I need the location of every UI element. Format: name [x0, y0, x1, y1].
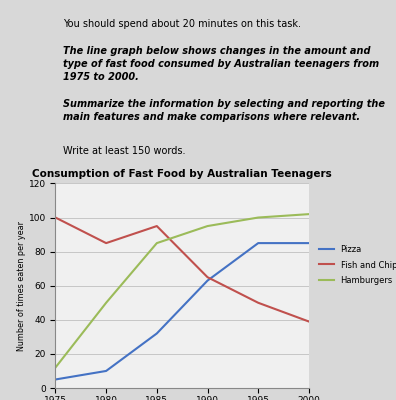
Text: You should spend about 20 minutes on this task.: You should spend about 20 minutes on thi…	[63, 19, 301, 29]
Text: Summarize the information by selecting and reporting the
main features and make : Summarize the information by selecting a…	[63, 99, 385, 122]
Y-axis label: Number of times eaten per year: Number of times eaten per year	[17, 221, 26, 351]
Text: Write at least 150 words.: Write at least 150 words.	[63, 146, 186, 156]
Text: The line graph below shows changes in the amount and
type of fast food consumed : The line graph below shows changes in th…	[63, 46, 379, 82]
Legend: Pizza, Fish and Chips, Hamburgers: Pizza, Fish and Chips, Hamburgers	[316, 242, 396, 289]
Title: Consumption of Fast Food by Australian Teenagers: Consumption of Fast Food by Australian T…	[32, 168, 332, 178]
